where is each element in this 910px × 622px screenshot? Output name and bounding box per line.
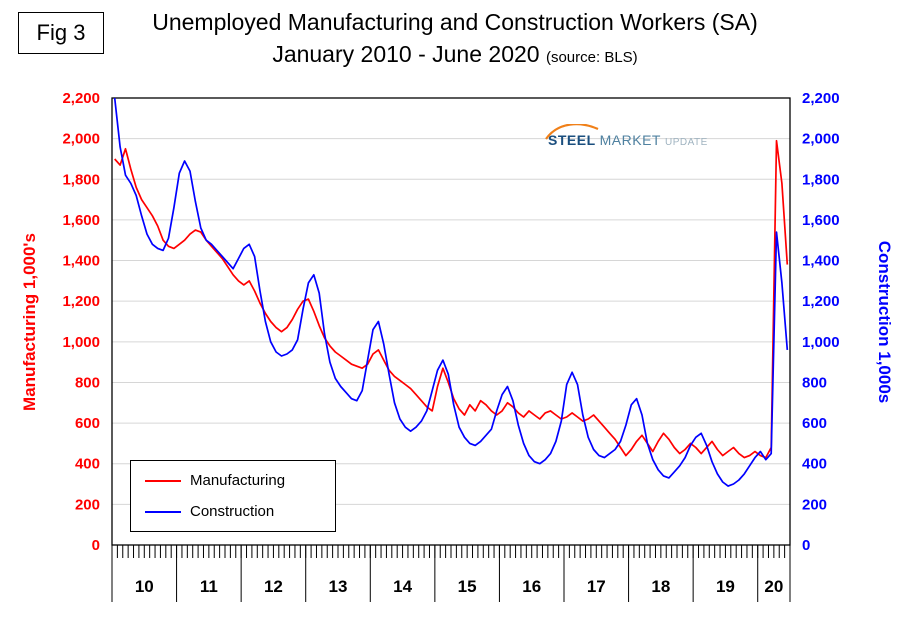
manufacturing-line-swatch — [145, 479, 181, 482]
year-label: 11 — [200, 577, 218, 596]
right-axis-tick-label: 1,600 — [802, 212, 840, 229]
legend-label-manufacturing: Manufacturing — [190, 472, 286, 489]
left-axis-tick-label: 1,400 — [62, 253, 100, 270]
legend: Manufacturing Construction — [130, 460, 336, 532]
legend-item-construction: Construction — [145, 503, 321, 520]
left-axis-tick-label: 1,600 — [62, 212, 100, 229]
right-axis-tick-label: 2,000 — [802, 131, 840, 148]
logo-text-market: MARKET — [599, 132, 661, 148]
legend-item-manufacturing: Manufacturing — [145, 472, 321, 489]
manufacturing-line — [114, 139, 789, 459]
left-axis-tick-label: 600 — [75, 415, 100, 432]
year-label: 20 — [764, 577, 783, 596]
figure-label: Fig 3 — [36, 20, 86, 45]
logo-text-steel: STEEL — [548, 132, 596, 148]
construction-line — [113, 97, 789, 487]
right-axis-tick-label: 600 — [802, 415, 827, 432]
right-axis-tick-label: 200 — [802, 496, 827, 513]
left-axis-tick-label: 1,800 — [62, 171, 100, 188]
right-axis-tick-label: 1,200 — [802, 293, 840, 310]
chart-subtitle-source: (source: BLS) — [545, 48, 638, 66]
right-axis-tick-label: 1,000 — [802, 334, 840, 351]
year-label: 19 — [716, 577, 735, 596]
right-axis-tick-label: 800 — [802, 374, 827, 391]
logo-text-update: UPDATE — [664, 137, 708, 148]
left-axis-tick-label: 1,000 — [62, 334, 100, 351]
right-axis-tick-label: 2,200 — [802, 90, 840, 107]
left-axis-tick-label: 2,000 — [62, 131, 100, 148]
right-axis-tick-label: 1,400 — [802, 253, 840, 270]
left-axis-tick-label: 400 — [75, 456, 100, 473]
year-label: 15 — [458, 577, 477, 596]
chart-subtitle: January 2010 - June 2020 (source: BLS) — [105, 40, 805, 70]
year-label: 10 — [135, 577, 154, 596]
left-axis-tick-label: 200 — [75, 496, 100, 513]
legend-label-construction: Construction — [190, 503, 275, 520]
left-axis-tick-label: 0 — [92, 537, 100, 554]
left-axis-tick-label: 2,200 — [62, 90, 100, 107]
year-label: 17 — [587, 577, 606, 596]
right-axis-tick-label: 1,800 — [802, 171, 840, 188]
construction-line-swatch — [145, 510, 181, 513]
year-label: 13 — [329, 577, 348, 596]
title-block: Unemployed Manufacturing and Constructio… — [105, 8, 805, 70]
left-axis-tick-label: 1,200 — [62, 293, 100, 310]
right-axis-tick-label: 0 — [802, 537, 810, 554]
year-label: 16 — [522, 577, 541, 596]
left-axis-tick-label: 800 — [75, 374, 100, 391]
year-label: 14 — [393, 577, 412, 596]
steel-market-update-logo: STEEL MARKET UPDATE — [545, 124, 708, 148]
year-label: 12 — [264, 577, 283, 596]
figure-label-box: Fig 3 — [18, 12, 104, 54]
year-label: 18 — [651, 577, 670, 596]
chart-title: Unemployed Manufacturing and Constructio… — [152, 9, 758, 35]
chart-subtitle-range: January 2010 - June 2020 — [272, 40, 540, 67]
right-axis-tick-label: 400 — [802, 456, 827, 473]
